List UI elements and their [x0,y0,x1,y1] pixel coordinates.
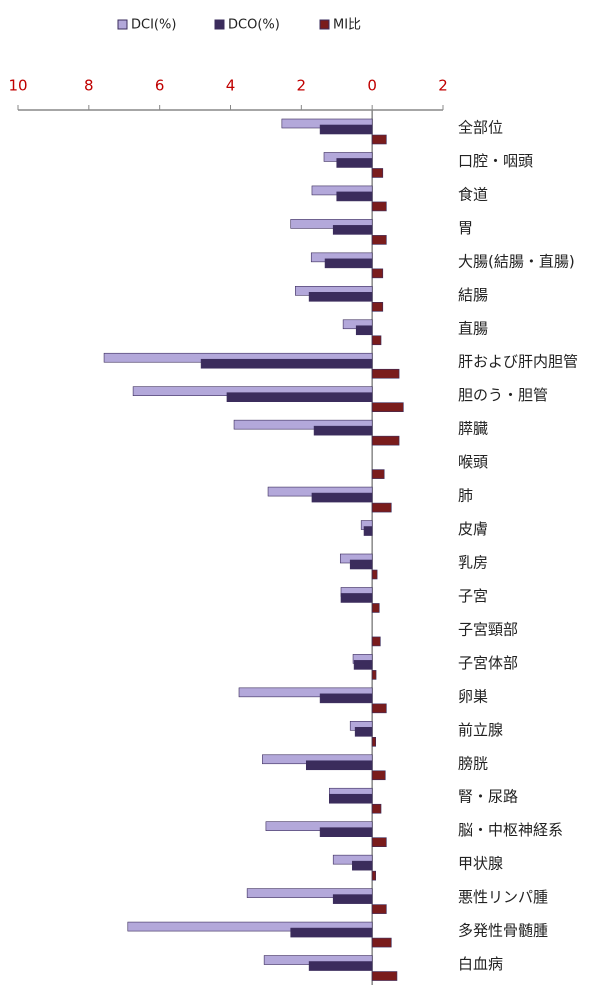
bar [319,693,373,704]
y-tick-label: 前立腺 [458,721,503,739]
y-tick-label: 膵臓 [458,420,488,438]
bar [349,559,373,570]
x-tick-label: 4 [226,77,236,95]
legend-label: DCI(%) [131,18,176,33]
y-tick-label: 皮膚 [458,520,488,538]
bar [371,770,386,781]
x-tick-label: 2 [297,77,307,95]
y-tick-label: 子宮体部 [458,654,518,672]
bar [354,727,373,737]
y-tick-label: 甲状腺 [458,855,503,873]
bar [371,134,387,145]
x-tick-label: 0 [367,77,377,95]
y-tick-label: 胃 [458,219,473,237]
bar [371,469,385,479]
bar [319,827,373,837]
bar [305,760,373,771]
legend-label: MI比 [333,18,361,33]
bar [332,894,373,904]
bar [363,526,373,536]
bar [352,860,373,871]
y-tick-label: 全部位 [458,119,503,137]
y-tick-label: 悪性リンパ腫 [458,888,548,906]
bar [340,593,373,603]
bar [371,302,384,312]
bar [265,821,373,831]
y-tick-label: 胆のう・胆管 [458,386,548,404]
bar [371,803,382,814]
y-tick-label: 乳房 [458,554,488,572]
legend-swatch [117,19,128,30]
bar [238,687,373,698]
bar [308,292,373,302]
bar [332,225,373,235]
bar [371,670,377,680]
bar [336,158,373,168]
x-tick-label: 10 [8,77,27,95]
bar [371,335,382,346]
y-tick-label: 脳・中枢神経系 [458,821,563,839]
bar [355,325,373,336]
legend-swatch [214,19,225,30]
bar [371,837,387,847]
bar [371,502,392,513]
y-tick-label: 腎・尿路 [458,788,518,806]
x-tick-label: 8 [84,77,94,95]
bar [371,201,387,212]
bar [371,737,377,747]
bar [226,392,373,402]
y-tick-label: 口腔・咽頭 [458,152,533,170]
bar [233,419,373,430]
y-tick-label: 膀胱 [458,754,488,772]
legend-swatch [319,19,330,30]
bar [324,258,373,269]
bar [371,636,381,647]
bar [311,492,373,503]
bar [371,971,398,981]
y-tick-label: 卵巣 [458,687,488,705]
y-tick-label: 肝および肝内胆管 [458,353,578,371]
bar [336,191,373,202]
bar [371,870,377,881]
y-tick-label: 直腸 [458,319,488,337]
y-tick-label: 食道 [458,185,488,203]
bar [371,603,380,613]
y-tick-label: 大腸(結腸・直腸) [458,252,575,270]
bar [371,368,400,379]
bar [313,425,373,436]
x-tick-label: 2 [438,77,448,95]
legend-label: DCO(%) [228,18,280,33]
bar [246,888,373,898]
y-tick-label: 白血病 [458,955,503,973]
bar [371,569,378,580]
y-tick-label: 喉頭 [458,453,488,471]
y-tick-label: 肺 [458,487,473,505]
y-tick-label: 結腸 [458,286,488,304]
bar [290,927,373,938]
bar [371,904,387,914]
bar [371,402,404,412]
bar [371,268,384,279]
bar [200,358,373,369]
bar [371,435,400,446]
bar [319,124,373,135]
bar [371,937,392,948]
bar [290,219,373,229]
x-tick-label: 6 [155,77,165,95]
bar [308,961,373,971]
bar [127,921,373,932]
y-tick-label: 子宮頸部 [458,620,518,638]
y-tick-label: 多発性骨髄腫 [458,922,548,940]
bar [371,703,387,714]
bar [371,235,387,245]
bar [329,793,373,804]
y-tick-label: 子宮 [458,587,488,605]
bar [371,168,384,178]
bar [353,660,373,670]
